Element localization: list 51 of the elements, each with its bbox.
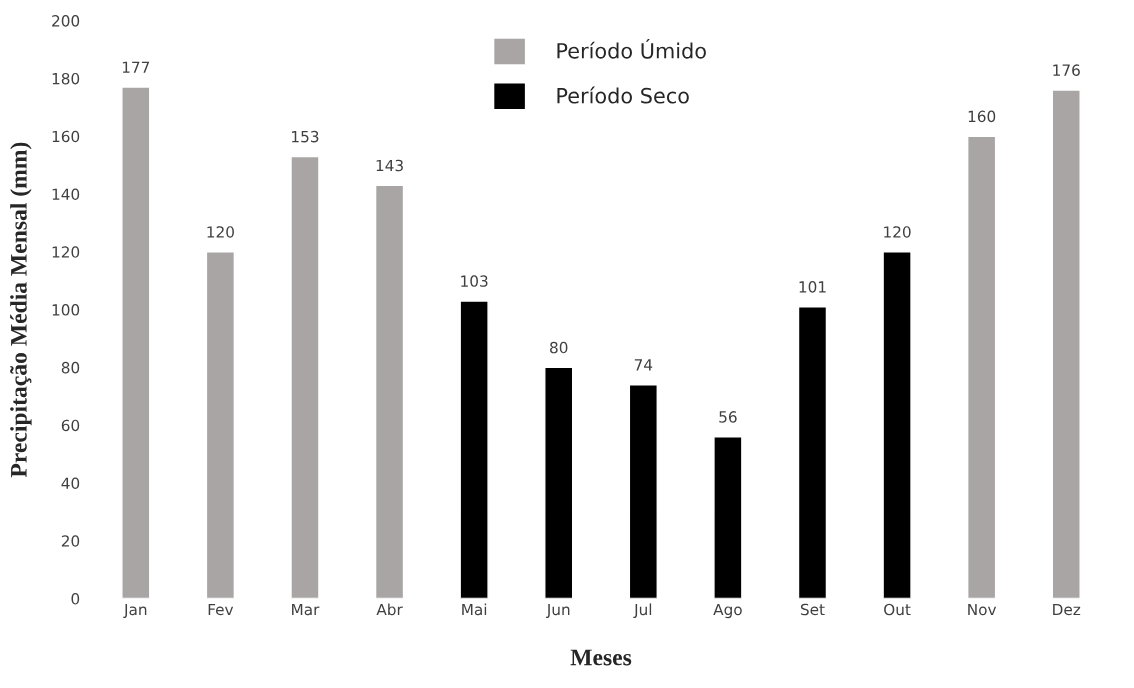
- x-tick-label: Fev: [208, 603, 234, 616]
- bar: [882, 251, 912, 599]
- y-tick-label: 20: [61, 535, 80, 547]
- y-tick-label: 60: [61, 419, 80, 432]
- data-label: 120: [207, 226, 234, 238]
- bar: [544, 366, 574, 599]
- legend-label: Período Seco: [557, 86, 689, 104]
- y-tick-label: 180: [52, 72, 80, 85]
- bar: [459, 300, 489, 599]
- x-tick-label: Abr: [376, 603, 403, 616]
- x-tick-label: Ago: [713, 603, 742, 619]
- bar: [205, 251, 236, 599]
- bar: [374, 184, 405, 599]
- y-tick-label: 160: [52, 130, 80, 143]
- bar: [797, 306, 828, 599]
- bar: [967, 135, 997, 599]
- data-label: 74: [634, 359, 653, 371]
- x-axis-title: Meses: [570, 649, 632, 666]
- x-tick-label: Jun: [546, 603, 570, 619]
- y-tick-label: 100: [52, 304, 80, 316]
- data-label: 143: [376, 159, 403, 172]
- x-tick-label: Set: [800, 603, 825, 616]
- data-label: 103: [461, 275, 488, 287]
- x-tick-label: Jul: [633, 603, 652, 619]
- data-label: 176: [1053, 64, 1080, 76]
- data-label: 56: [719, 411, 737, 423]
- y-tick-label: 200: [52, 15, 80, 27]
- bar: [628, 384, 658, 599]
- y-tick-label: 80: [61, 361, 80, 374]
- y-tick-label: 0: [71, 593, 80, 605]
- y-tick-label: 140: [52, 188, 80, 201]
- data-label: 101: [799, 281, 826, 293]
- y-axis-title: Precipitação Média Mensal (mm): [10, 142, 32, 478]
- bar: [1051, 89, 1081, 599]
- x-tick-label: Jan: [123, 603, 147, 619]
- data-label: 153: [292, 130, 319, 143]
- x-tick-label: Mar: [292, 603, 320, 616]
- x-tick-label: Out: [884, 603, 911, 616]
- x-tick-label: Dez: [1053, 603, 1081, 616]
- data-label: 120: [884, 226, 911, 238]
- data-label: 160: [968, 110, 996, 123]
- bar: [121, 86, 151, 599]
- x-tick-label: Mai: [462, 603, 487, 616]
- y-tick-label: 120: [52, 246, 80, 258]
- legend-label: Período Úmido: [557, 39, 706, 59]
- bar: [713, 436, 743, 599]
- data-label: 80: [550, 341, 568, 354]
- data-label: 177: [122, 61, 150, 73]
- y-tick-label: 40: [61, 477, 80, 489]
- x-tick-label: Nov: [968, 603, 997, 616]
- bar: [290, 155, 320, 599]
